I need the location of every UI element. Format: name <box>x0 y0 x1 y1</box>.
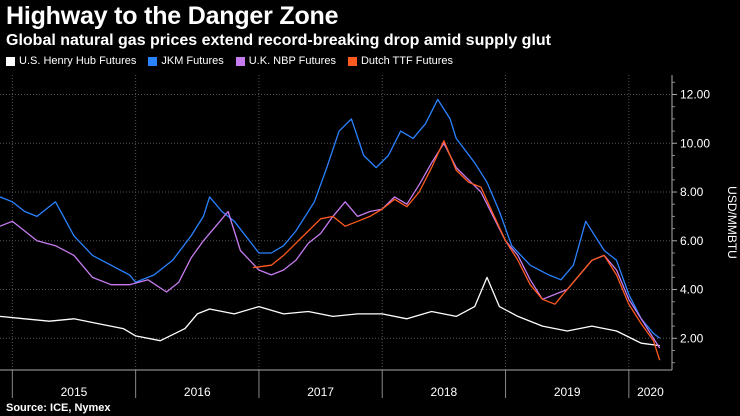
y-tick-label: 8.00 <box>680 185 704 199</box>
legend-item: Dutch TTF Futures <box>347 55 454 67</box>
x-tick-label: 2015 <box>61 385 88 399</box>
legend: U.S. Henry Hub Futures JKM Futures U.K. NB… <box>6 55 453 67</box>
legend-swatch <box>6 56 15 66</box>
legend-item: U.S. Henry Hub Futures <box>6 55 136 67</box>
y-tick-label: 2.00 <box>680 331 704 345</box>
series-lines <box>0 98 661 361</box>
y-tick-label: 6.00 <box>680 234 704 248</box>
y-axis-ticks: 2.00 4.00 6.00 8.00 10.00 12.00 <box>671 75 710 370</box>
series-line <box>0 142 661 349</box>
legend-swatch <box>347 56 357 66</box>
chart-title: Highway to the Danger Zone <box>6 2 339 30</box>
y-tick-label: 12.00 <box>680 88 710 102</box>
source-note: Source: ICE, Nymex <box>6 402 111 414</box>
gridlines <box>0 75 672 370</box>
legend-label: JKM Futures <box>161 55 224 67</box>
y-tick-label: 4.00 <box>680 283 704 297</box>
legend-label: U.K. NBP Futures <box>248 55 336 67</box>
x-axis-ticks: 2015 2016 2017 2018 2019 2020 <box>0 369 672 399</box>
series-line <box>252 140 661 361</box>
x-tick-label: 2020 <box>637 385 664 399</box>
legend-item: U.K. NBP Futures <box>235 55 336 67</box>
chart-subtitle: Global natural gas prices extend record-… <box>6 32 551 49</box>
legend-label: Dutch TTF Futures <box>360 55 454 67</box>
legend-label: U.S. Henry Hub Futures <box>19 55 137 67</box>
x-tick-label: 2016 <box>184 385 211 399</box>
y-axis-label: USD/MMBTU <box>725 186 739 259</box>
series-line <box>0 276 660 347</box>
x-tick-label: 2019 <box>554 385 581 399</box>
x-tick-label: 2017 <box>307 385 334 399</box>
series-line <box>0 98 661 339</box>
legend-swatch <box>148 56 158 66</box>
legend-item: JKM Futures <box>148 55 224 67</box>
y-tick-label: 10.00 <box>680 136 710 150</box>
legend-swatch <box>235 56 245 66</box>
x-tick-label: 2018 <box>431 385 458 399</box>
